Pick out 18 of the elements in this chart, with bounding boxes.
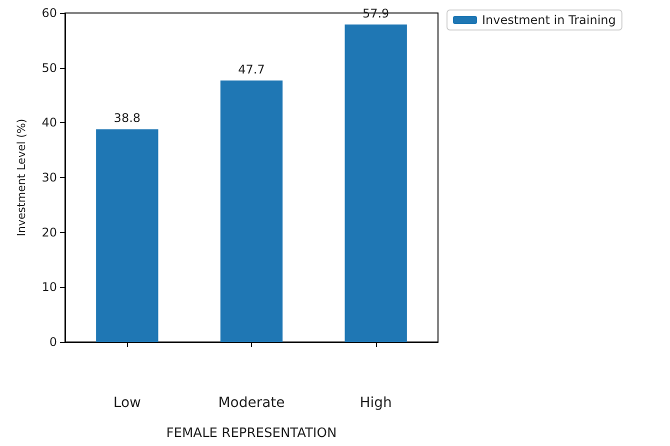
bar: [344, 24, 407, 342]
x-tick-label: Moderate: [218, 395, 285, 411]
y-tick-label: 10: [42, 280, 57, 294]
y-tick-label: 40: [42, 116, 57, 130]
x-tick-label: Low: [113, 395, 141, 411]
y-tick-label: 50: [42, 60, 57, 75]
data-label: 47.7: [238, 62, 265, 76]
y-tick-label: 0: [49, 335, 57, 349]
y-axis-title: Investment Level (%): [15, 118, 28, 236]
y-tick-label: 60: [42, 6, 57, 20]
bar: [96, 129, 158, 342]
x-axis-title: FEMALE REPRESENTATION: [166, 426, 337, 441]
legend-label: Investment in Training: [482, 13, 616, 27]
bar: [220, 80, 283, 342]
y-tick-label: 20: [42, 225, 57, 240]
y-tick-label: 30: [42, 170, 57, 184]
data-label: 38.8: [114, 111, 141, 126]
x-tick-label: High: [360, 395, 392, 411]
